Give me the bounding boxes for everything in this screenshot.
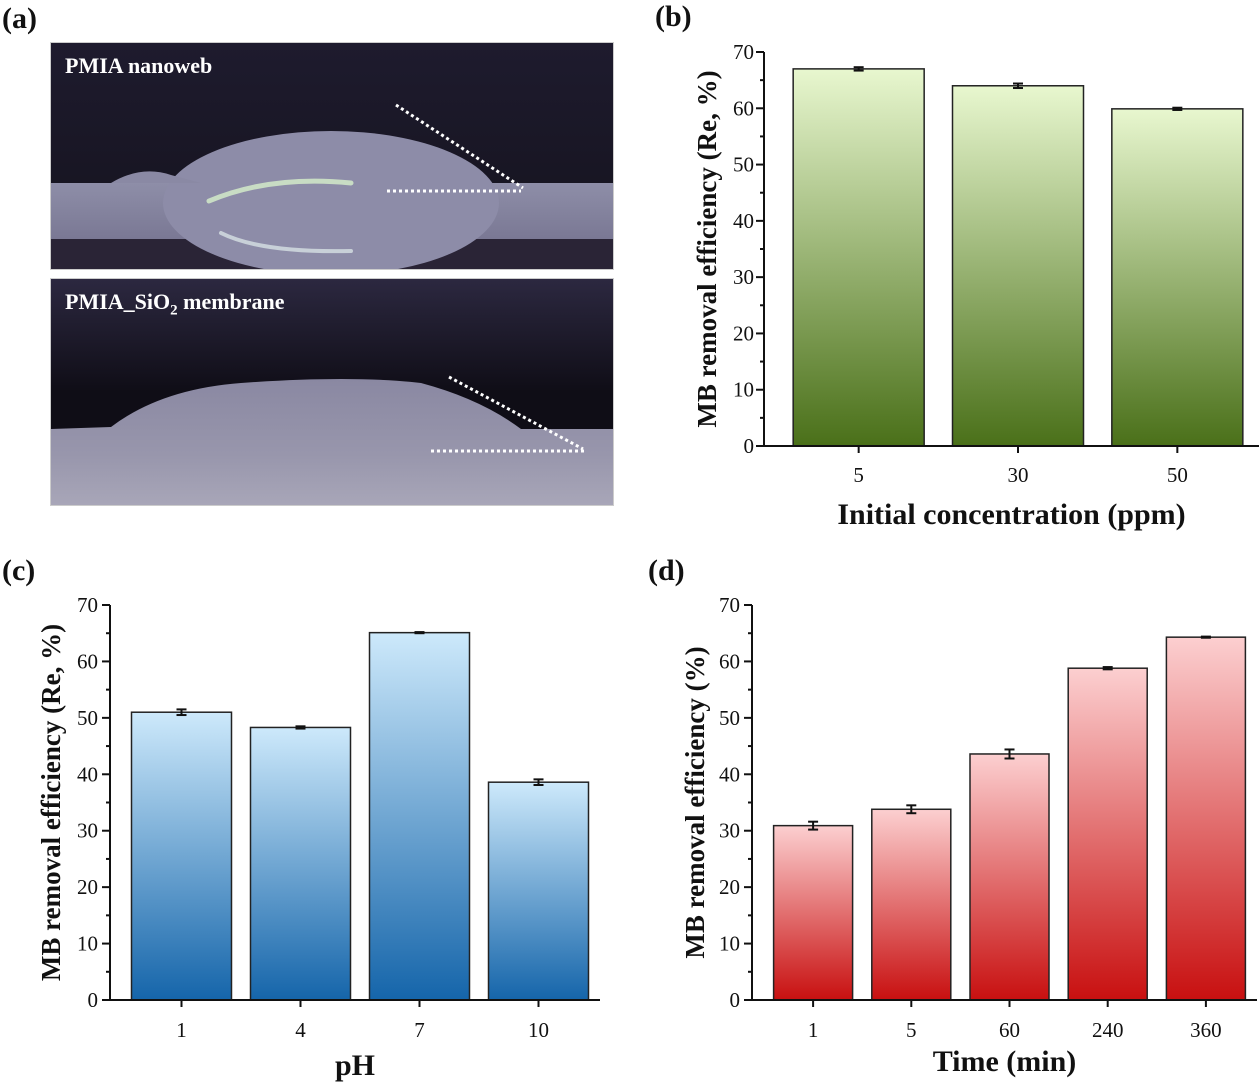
x-axis-label: pH [335,1049,375,1082]
x-axis-label: Time (min) [933,1045,1077,1078]
y-tick-label: 40 [719,762,740,786]
y-tick-label: 20 [733,321,754,345]
photo-caption-nanoweb: PMIA nanoweb [65,53,213,78]
x-tick-label: 4 [295,1018,306,1042]
bar-5 [871,808,952,1001]
y-tick-label: 60 [719,649,740,673]
y-tick-label: 60 [77,649,98,673]
error-bar-360 [1200,635,1211,639]
x-tick-label: 360 [1190,1018,1222,1042]
bar-1 [130,711,233,1001]
bar-5 [792,68,925,447]
x-tick-label: 5 [853,463,864,487]
panel-label-c: (c) [2,554,36,587]
y-tick-label: 70 [733,40,754,64]
photo-pmia-nanoweb: PMIA nanoweb [50,42,614,270]
error-bar-60 [1004,748,1015,760]
y-tick-label: 30 [733,265,754,289]
y-tick-label: 50 [77,706,98,730]
error-bar-50 [1172,106,1183,111]
error-bar-30 [1013,82,1023,90]
y-axis-label: MB removal efficiency (%) [680,646,710,958]
bar-30 [951,85,1085,447]
chart-ph: 1 4 7 10 0 10 20 30 40 50 60 70 MB removal efficienc… [36,593,600,1082]
y-tick-label: 70 [719,593,740,617]
caption-main: PMIA_SiO [65,289,171,314]
error-bar-240 [1102,666,1113,671]
bar-60 [969,753,1050,1001]
y-tick-label: 30 [77,819,98,843]
error-bar-10 [533,778,544,787]
bar-1 [772,824,854,1001]
x-tick-label: 1 [808,1018,819,1042]
y-tick-label: 0 [88,988,99,1012]
x-axis-label: Initial concentration (ppm) [837,498,1185,531]
y-tick-label: 20 [719,875,740,899]
y-tick-label: 0 [730,988,741,1012]
photo-pmia-sio2-membrane: PMIA_SiO2 membrane [50,278,614,506]
y-tick-label: 0 [744,434,755,458]
y-tick-label: 10 [719,932,740,956]
error-bar-5 [853,66,864,72]
y-tick-label: 40 [733,209,754,233]
y-tick-label: 10 [733,378,754,402]
panel-label-b: (b) [655,0,692,33]
error-bar-5 [906,804,917,815]
y-axis-label: MB removal efficiency (Re, %) [36,624,66,981]
x-tick-label: 30 [1008,463,1029,487]
y-tick-label: 40 [77,762,98,786]
chart-initial-concentration: 5 30 50 0 10 20 30 40 50 60 70 MB removal efficienc… [692,40,1259,531]
y-tick-label: 70 [77,593,98,617]
y-tick-label: 50 [733,153,754,177]
x-tick-label: 7 [414,1018,425,1042]
x-tick-label: 1 [176,1018,187,1042]
x-tick-label: 50 [1167,463,1188,487]
panel-label-d: (d) [648,554,685,587]
error-bar-1 [808,820,819,831]
chart-time: 1 5 60 240 360 0 10 20 30 40 50 60 70 MB removal effi… [680,593,1257,1078]
y-tick-label: 60 [733,96,754,120]
photo-caption-membrane: PMIA_SiO2 membrane [65,289,285,319]
bar-360 [1165,636,1247,1001]
x-tick-label: 240 [1092,1018,1124,1042]
error-bar-7 [414,631,425,635]
caption-tail: membrane [177,289,285,314]
droplet-image-nanoweb [51,43,613,269]
x-tick-label: 60 [999,1018,1020,1042]
bar-50 [1111,108,1244,447]
error-bar-1 [176,708,187,717]
x-tick-label: 5 [906,1018,917,1042]
droplet-image-membrane [51,279,613,505]
bar-10 [487,781,590,1001]
panel-label-a: (a) [2,2,37,35]
caption-subscript: 2 [170,302,178,319]
contact-angle-tangent-line [448,375,584,451]
y-tick-label: 10 [77,932,98,956]
error-bar-4 [295,725,306,730]
y-tick-label: 20 [77,875,98,899]
bar-7 [368,631,471,1001]
contact-angle-tangent-line [395,103,524,190]
bar-240 [1067,667,1148,1001]
y-tick-label: 30 [719,819,740,843]
bar-4 [249,726,352,1001]
y-tick-label: 50 [719,706,740,730]
x-tick-label: 10 [528,1018,549,1042]
y-axis-label: MB removal efficiency (Re, %) [692,70,722,427]
